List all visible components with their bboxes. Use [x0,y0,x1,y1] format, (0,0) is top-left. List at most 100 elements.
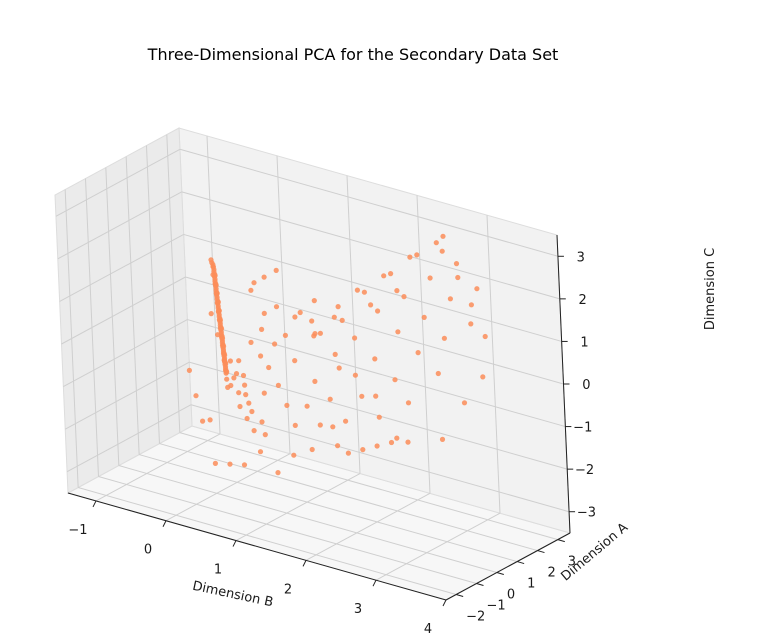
data-point [447,296,453,302]
data-point [395,329,401,335]
data-point [200,418,206,424]
data-point [376,414,382,420]
z-grid-line-left [55,148,181,217]
data-point [374,443,380,449]
data-point [381,273,387,279]
z-tick-label: −1 [573,421,592,436]
y-grid-line-floor [139,454,518,563]
data-point [330,424,336,430]
data-point [261,310,267,316]
y-grid-line-floor [78,487,457,595]
data-point [246,400,252,406]
data-point [336,365,342,371]
x-grid-line-floor [95,433,221,502]
z-grid-line-left [63,319,188,388]
data-point [405,400,412,406]
data-point [439,248,445,254]
x-tick-label: −1 [68,523,87,538]
x-tick-label: 4 [424,622,432,634]
z-axis-label: Dimension C [703,248,718,330]
data-point [221,343,227,349]
data-point [259,419,265,425]
x-tick-mark [92,500,97,508]
x-tick-label: 2 [284,582,292,597]
z-tick-label: 3 [577,250,585,265]
data-point [405,439,411,445]
z-grid-line-back [187,319,566,428]
y-tick-mark [496,572,504,576]
data-point [233,371,240,377]
y-grid-line-floor [118,465,497,574]
data-point [237,403,243,410]
data-point [291,452,297,458]
data-point [292,314,298,320]
data-point [258,353,264,359]
data-point [361,289,367,295]
data-point [227,461,233,467]
data-point [215,299,221,305]
data-point [335,443,341,449]
data-point [214,290,220,296]
data-point [312,378,318,384]
data-point [251,428,257,434]
data-point [275,382,281,388]
x-tick-label: 0 [144,543,152,558]
z-grid-line-left [64,361,190,430]
data-point [414,252,420,258]
data-point [248,287,254,293]
data-point [427,275,433,281]
data-point [251,280,257,286]
x-grid-line-floor [305,492,431,561]
data-point [207,417,213,423]
data-point [468,321,474,327]
data-point [392,377,398,383]
data-point [297,309,303,316]
grid-lines [55,134,571,601]
data-point [311,298,317,304]
data-point [273,304,280,310]
y-tick-mark [476,583,484,587]
y-tick-label: 2 [547,566,555,581]
z-grid-line-back [179,148,559,257]
chart-title: Three-Dimensional PCA for the Secondary … [147,45,559,64]
data-point [373,393,379,399]
x-tick-label: 1 [214,563,222,578]
data-point [388,271,394,277]
y-tick-label: 3 [568,555,576,570]
data-point [241,462,248,468]
x-grid-line-floor [165,453,291,522]
data-point [453,261,460,267]
data-point [218,326,225,332]
x-tick-mark [302,560,307,567]
data-point [407,254,413,260]
data-point [335,304,341,310]
data-point [272,341,278,347]
data-point [186,367,192,373]
y-grid-line-floor [159,443,538,552]
x-tick-label: 3 [354,602,362,617]
data-point [261,274,267,280]
data-point [441,335,447,341]
data-point [227,358,233,364]
data-points [186,233,488,476]
data-point [213,282,219,288]
data-point [212,273,218,279]
z-grid-line-left [59,233,184,302]
z-grid-line-left [61,276,186,345]
z-tick-label: 2 [579,293,587,308]
data-point [243,392,249,398]
data-point [236,358,242,364]
data-point [266,364,272,371]
data-point [439,436,446,442]
data-point [282,332,288,338]
data-point [375,308,381,314]
data-point [244,415,250,422]
data-point [210,264,216,270]
data-point [433,240,439,246]
data-point [331,314,337,320]
data-point [461,400,468,406]
data-point [435,370,441,377]
data-point [352,335,358,341]
